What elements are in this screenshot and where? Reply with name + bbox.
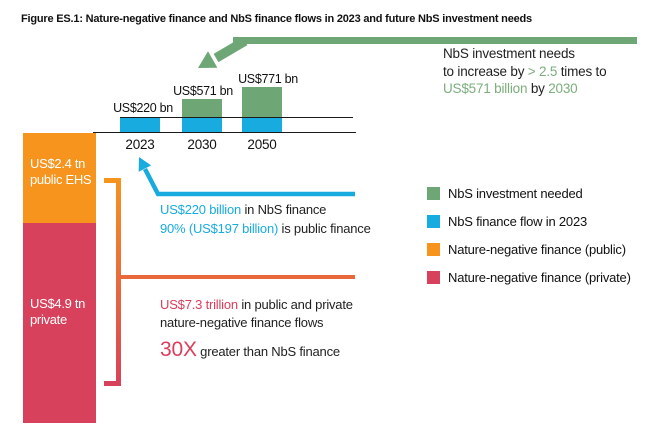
future-note-line3-b: by (527, 81, 549, 96)
bar-value-label: US$571 bn (173, 84, 233, 98)
nbs-note-rest-2: is public finance (278, 220, 371, 236)
nbs-needed-bar-2030 (182, 99, 222, 118)
nbs-finance-annotation: US$220 billion in NbS finance 90% (US$19… (160, 201, 371, 238)
nbs-flow-bar-2050 (242, 118, 282, 132)
green-arrow-icon (198, 36, 248, 68)
bracket-bottom-tick (104, 381, 117, 386)
legend-item-nbs-flow: NbS finance flow in 2023 (427, 214, 631, 229)
figure-title: Figure ES.1: Nature-negative finance and… (21, 13, 532, 25)
legend-label: NbS investment needed (448, 186, 583, 201)
neg-note-30x: 30X (160, 338, 197, 361)
legend-label: NbS finance flow in 2023 (448, 214, 588, 229)
public-segment-label: public EHS (30, 172, 92, 187)
threshold-line-220bn (120, 116, 353, 119)
neg-note-rest-1: in public and private (237, 297, 353, 312)
nbs-note-highlight-1: US$220 billion (160, 202, 242, 217)
legend-item-nbs-needed: NbS investment needed (427, 186, 631, 201)
legend-item-negative-public: Nature-negative finance (public) (427, 242, 631, 257)
bar-value-label: US$771 bn (238, 72, 298, 86)
future-note-line2-b: > 2.5 (527, 63, 558, 79)
nbs-flow-bar-2030 (182, 118, 222, 132)
neg-note-highlight-1: US$7.3 trillion (160, 297, 238, 312)
bracket-vertical (116, 178, 121, 386)
green-swatch-icon (427, 187, 440, 200)
public-segment-value: US$2.4 tn (30, 156, 86, 171)
future-note-line2-c: times to (557, 63, 607, 79)
legend: NbS investment needed NbS finance flow i… (427, 186, 631, 299)
future-note-line3-a: US$571 billion (443, 81, 528, 96)
year-tick-label: 2023 (125, 137, 155, 152)
bar-value-label: US$220 bn (113, 101, 173, 115)
blue-arrow-icon (138, 157, 355, 197)
blue-swatch-icon (427, 215, 440, 228)
negative-finance-public-segment (23, 133, 96, 223)
negative-finance-private-segment (23, 223, 96, 423)
negative-finance-annotation: US$7.3 trillion in public and private na… (160, 296, 353, 361)
orange-swatch-icon (427, 243, 440, 256)
future-needs-annotation: NbS investment needs to increase by > 2.… (443, 45, 607, 98)
legend-item-negative-private: Nature-negative finance (private) (427, 270, 631, 285)
negative-annotation-connector (120, 275, 355, 279)
future-note-line3-c: 2030 (548, 81, 578, 96)
neg-note-rest-3: greater than NbS finance (196, 344, 340, 359)
highlight-bar (233, 37, 637, 44)
year-tick-label: 2030 (187, 137, 217, 152)
bracket-top-tick (104, 178, 117, 183)
neg-note-line-2: nature-negative finance flows (160, 315, 324, 330)
crimson-swatch-icon (427, 271, 440, 284)
private-segment-label: private (30, 312, 67, 327)
nbs-note-rest-1: in NbS finance (241, 202, 327, 217)
future-note-line2-a: to increase by (443, 63, 528, 79)
future-note-line-1: NbS investment needs (443, 46, 575, 61)
year-tick-label: 2050 (247, 137, 277, 152)
legend-label: Nature-negative finance (public) (448, 242, 626, 257)
legend-label: Nature-negative finance (private) (448, 270, 631, 285)
private-segment-value: US$4.9 tn (30, 296, 86, 311)
nbs-note-highlight-2: 90% (US$197 billion) (160, 220, 279, 236)
axis-baseline (93, 131, 356, 134)
nbs-flow-bar-2023 (120, 118, 160, 132)
nbs-needed-bar-2050 (242, 87, 282, 118)
